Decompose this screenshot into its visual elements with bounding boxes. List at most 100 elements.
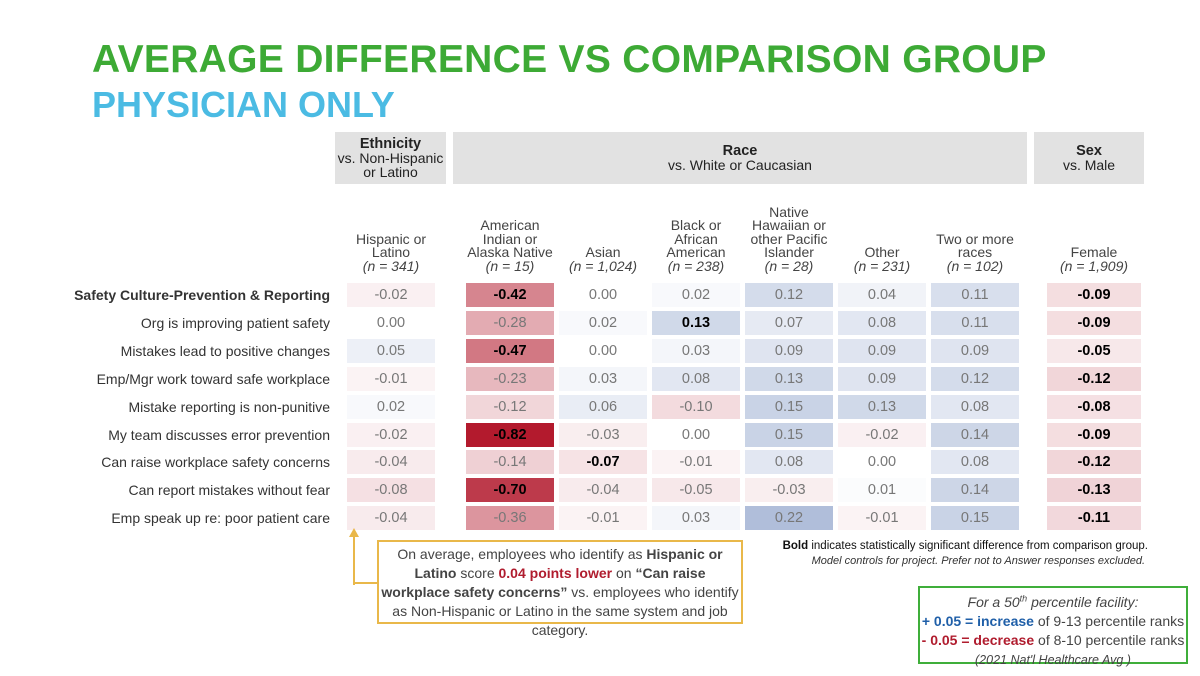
heatmap-cell: -0.02	[347, 422, 435, 447]
key-positive: + 0.05 = increase	[921, 612, 1034, 629]
heatmap-cell: -0.09	[1047, 422, 1141, 447]
heatmap-cell: -0.09	[1047, 283, 1141, 307]
heatmap-cell: 0.00	[838, 450, 926, 475]
heatmap-cell: -0.04	[347, 450, 435, 475]
callout-bold: “Can raise workplace safety concerns”	[381, 565, 706, 600]
callout-highlight: 0.04 points lower	[498, 565, 613, 581]
heatmap-cell: -0.13	[1047, 478, 1141, 503]
callout-arrow	[349, 528, 377, 585]
example-callout: On average, employees who identify as Hi…	[377, 540, 743, 638]
heatmap-cell: -0.47	[466, 338, 554, 363]
heatmap-cell: 0.00	[652, 422, 740, 447]
heatmap-cell: 0.00	[559, 338, 647, 363]
row-label: Can report mistakes without fear	[128, 482, 330, 499]
heatmap-cell: 0.08	[838, 310, 926, 335]
heatmap-cell: 0.09	[931, 338, 1019, 363]
column-label: Black or African American	[666, 217, 726, 260]
heatmap-cell: 0.03	[559, 366, 647, 391]
column-n: (n = 1,909)	[1059, 257, 1129, 274]
row-label: Safety Culture-Prevention & Reporting	[74, 287, 330, 303]
row-label: Org is improving patient safety	[140, 314, 330, 331]
heatmap-cell: 0.13	[652, 310, 740, 335]
row-label: Mistake reporting is non-punitive	[128, 398, 330, 415]
heatmap-cell: 0.09	[838, 366, 926, 391]
heatmap-cell: -0.42	[466, 283, 554, 307]
group-sub: vs. Non-Hispanic or Latino	[337, 150, 444, 180]
column-header: Black or African American (n = 238)	[648, 185, 744, 273]
callout-text: on	[612, 565, 636, 581]
callout-bold: Hispanic or Latino	[414, 546, 723, 581]
heatmap-cell: -0.12	[1047, 366, 1141, 391]
heatmap-cell: 0.15	[745, 394, 833, 419]
heatmap-cell: 0.02	[652, 283, 740, 307]
heatmap-cell: -0.08	[347, 478, 435, 503]
group-header-sex: Sex vs. Male	[1034, 132, 1144, 184]
column-n: (n = 1,024)	[568, 257, 638, 274]
heatmap-cell: -0.01	[652, 450, 740, 475]
row-label: Emp/Mgr work toward safe workplace	[96, 370, 330, 387]
heatmap-cell: 0.08	[931, 394, 1019, 419]
column-header: American Indian or Alaska Native (n = 15…	[462, 185, 558, 273]
heatmap-cell: -0.05	[1047, 338, 1141, 363]
key-source: (2021 Nat'l Healthcare Avg )	[975, 652, 1131, 667]
heatmap-cell: 0.13	[745, 366, 833, 391]
heatmap-cell: 0.04	[838, 283, 926, 307]
heatmap-cell: -0.10	[652, 394, 740, 419]
group-name: Sex	[1076, 143, 1102, 159]
row-label: My team discusses error prevention	[108, 426, 330, 443]
heatmap-cell: -0.05	[652, 478, 740, 503]
heatmap-cell: -0.07	[559, 450, 647, 475]
group-sub: vs. Male	[1062, 157, 1116, 173]
key-title: For a 50	[967, 593, 1020, 610]
column-n: (n = 102)	[946, 257, 1004, 274]
heatmap-cell: 0.02	[559, 310, 647, 335]
heatmap-cell: -0.70	[466, 478, 554, 503]
heatmap-cell: -0.82	[466, 422, 554, 447]
heatmap-cell: -0.09	[1047, 310, 1141, 335]
key-text: of 8-10 percentile ranks	[1034, 631, 1185, 648]
heatmap-cell: -0.01	[559, 506, 647, 531]
heatmap-cell: 0.12	[931, 366, 1019, 391]
heatmap-cell: -0.02	[347, 283, 435, 307]
row-label: Mistakes lead to positive changes	[120, 342, 330, 359]
heatmap-cell: 0.14	[931, 478, 1019, 503]
heatmap-cell: 0.15	[931, 506, 1019, 531]
heatmap-cell: 0.12	[745, 283, 833, 307]
heatmap-cell: 0.11	[931, 310, 1019, 335]
callout-text: vs. employees who identify as Non-Hispan…	[392, 584, 739, 638]
heatmap-cell: 0.13	[838, 394, 926, 419]
heatmap-cell: -0.23	[466, 366, 554, 391]
heatmap-cell: 0.05	[347, 338, 435, 363]
heatmap-cell: -0.08	[1047, 394, 1141, 419]
heatmap-cell: 0.22	[745, 506, 833, 531]
heatmap-cell: -0.01	[838, 506, 926, 531]
heatmap-cell: -0.28	[466, 310, 554, 335]
heatmap-cell: 0.11	[931, 283, 1019, 307]
slide-title: AVERAGE DIFFERENCE VS COMPARISON GROUP	[92, 38, 1047, 81]
column-label: Hispanic or Latino	[355, 230, 427, 260]
callout-text: score	[456, 565, 499, 581]
heatmap-cell: 0.09	[745, 338, 833, 363]
column-header: Hispanic or Latino (n = 341)	[343, 185, 439, 273]
column-n: (n = 28)	[764, 257, 814, 274]
column-label: American Indian or Alaska Native	[467, 217, 553, 260]
model-note: Model controls for project. Prefer not t…	[811, 555, 1145, 567]
bold-note: Bold indicates statistically significant…	[700, 540, 1148, 552]
heatmap-cell: 0.03	[652, 338, 740, 363]
column-label: Two or more races	[936, 230, 1014, 260]
heatmap-cell: -0.14	[466, 450, 554, 475]
heatmap-cell: 0.02	[347, 394, 435, 419]
column-n: (n = 15)	[485, 257, 535, 274]
heatmap-cell: 0.08	[931, 450, 1019, 475]
column-label: Asian	[585, 244, 621, 260]
column-header: Native Hawaiian or other Pacific Islande…	[741, 185, 837, 273]
column-header: Asian (n = 1,024)	[555, 185, 651, 273]
column-label: Female	[1070, 244, 1118, 260]
heatmap-cell: -0.01	[347, 366, 435, 391]
column-header: Other (n = 231)	[834, 185, 930, 273]
group-header-race: Race vs. White or Caucasian	[453, 132, 1027, 184]
heatmap-cell: 0.01	[838, 478, 926, 503]
interpretation-key: For a 50th percentile facility: + 0.05 =…	[918, 586, 1188, 667]
heatmap-cell: 0.15	[745, 422, 833, 447]
